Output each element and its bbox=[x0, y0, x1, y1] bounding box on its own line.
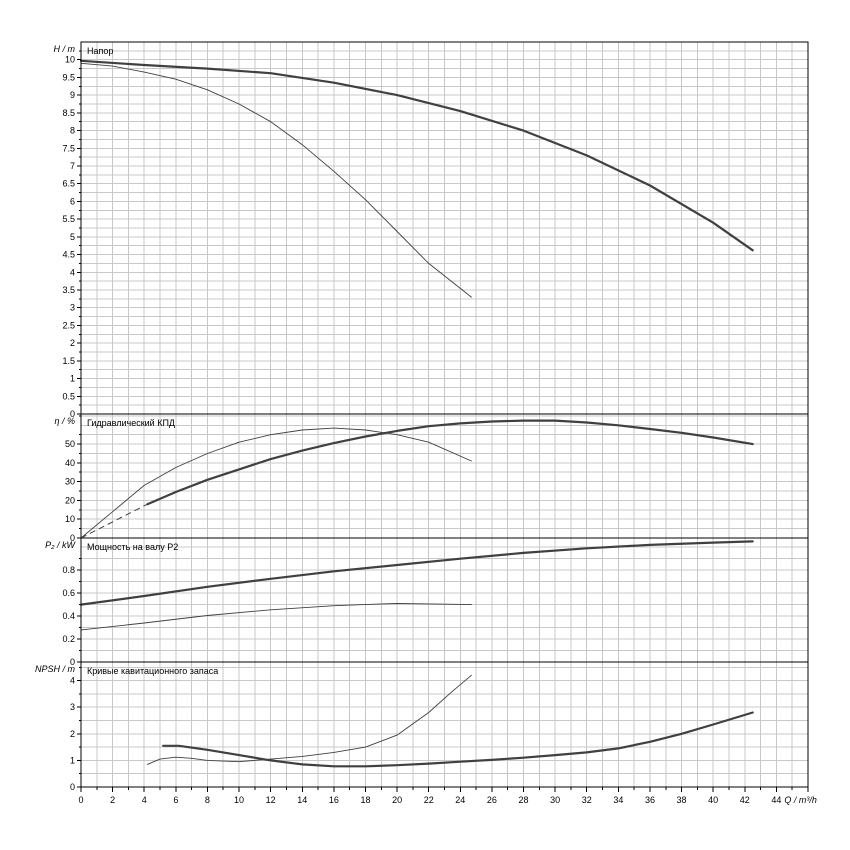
y-axis-label: η / % bbox=[54, 416, 75, 426]
y-tick-label: 20 bbox=[65, 495, 75, 505]
y-tick-label: 3 bbox=[70, 702, 75, 712]
x-tick-label: 32 bbox=[582, 795, 592, 805]
x-tick-label: 12 bbox=[266, 795, 276, 805]
y-tick-label: 0.2 bbox=[62, 634, 75, 644]
curve-thin-1 bbox=[80, 62, 472, 298]
x-tick-label: 42 bbox=[740, 795, 750, 805]
y-tick-label: 0.6 bbox=[62, 588, 75, 598]
y-tick-label: 10 bbox=[65, 514, 75, 524]
y-tick-label: 10 bbox=[65, 55, 75, 65]
curve-bold-3 bbox=[79, 540, 754, 606]
x-tick-label: 16 bbox=[329, 795, 339, 805]
x-axis-label: Q / m³/h bbox=[784, 795, 817, 805]
panel-title: Напор bbox=[87, 46, 113, 56]
y-tick-label: 5.5 bbox=[62, 214, 75, 224]
y-tick-label: 40 bbox=[65, 458, 75, 468]
curve-thin-3 bbox=[80, 602, 472, 631]
x-tick-label: 4 bbox=[142, 795, 147, 805]
y-tick-label: 1 bbox=[70, 755, 75, 765]
x-tick-label: 14 bbox=[297, 795, 307, 805]
x-tick-label: 6 bbox=[173, 795, 178, 805]
y-tick-label: 9 bbox=[70, 90, 75, 100]
curve-thin-4 bbox=[146, 674, 472, 765]
y-tick-label: 1.5 bbox=[62, 356, 75, 366]
y-axis-label: NPSH / m bbox=[35, 664, 76, 674]
y-tick-label: 2.5 bbox=[62, 320, 75, 330]
y-tick-label: 1 bbox=[70, 374, 75, 384]
y-tick-label: 50 bbox=[65, 439, 75, 449]
x-tick-label: 36 bbox=[645, 795, 655, 805]
panel-2 bbox=[77, 413, 808, 539]
x-tick-label: 26 bbox=[487, 795, 497, 805]
efficiency-dashed-extension bbox=[80, 503, 148, 539]
x-tick-label: 20 bbox=[392, 795, 402, 805]
y-axis-label: H / m bbox=[54, 44, 76, 54]
y-tick-label: 3 bbox=[70, 303, 75, 313]
x-tick-label: 38 bbox=[677, 795, 687, 805]
curve-bold-4 bbox=[162, 711, 754, 768]
panel-4 bbox=[77, 661, 808, 788]
y-tick-label: 0 bbox=[70, 782, 75, 792]
x-tick-label: 0 bbox=[78, 795, 83, 805]
curve-thin-2 bbox=[80, 427, 472, 539]
y-tick-label: 30 bbox=[65, 477, 75, 487]
panel-1 bbox=[77, 41, 808, 415]
panel-title: Мощность на валу P2 bbox=[87, 542, 178, 552]
y-tick-label: 7.5 bbox=[62, 143, 75, 153]
y-axis-label: P₂ / kW bbox=[45, 540, 76, 550]
y-tick-label: 4 bbox=[70, 267, 75, 277]
y-tick-label: 2 bbox=[70, 338, 75, 348]
y-tick-label: 3.5 bbox=[62, 285, 75, 295]
y-tick-label: 4 bbox=[70, 676, 75, 686]
y-tick-label: 0 bbox=[70, 657, 75, 667]
x-tick-label: 22 bbox=[424, 795, 434, 805]
x-tick-label: 18 bbox=[360, 795, 370, 805]
y-tick-label: 7 bbox=[70, 161, 75, 171]
y-tick-label: 6.5 bbox=[62, 179, 75, 189]
y-tick-label: 0.5 bbox=[62, 391, 75, 401]
panel-title: Кривые кавитационного запаса bbox=[87, 666, 218, 676]
x-tick-label: 34 bbox=[613, 795, 623, 805]
curve-bold-2 bbox=[146, 419, 754, 506]
y-tick-label: 4.5 bbox=[62, 250, 75, 260]
y-tick-label: 0 bbox=[70, 533, 75, 543]
y-tick-label: 0.8 bbox=[62, 565, 75, 575]
x-tick-label: 30 bbox=[550, 795, 560, 805]
x-tick-label: 10 bbox=[234, 795, 244, 805]
x-tick-label: 2 bbox=[110, 795, 115, 805]
y-tick-label: 8.5 bbox=[62, 108, 75, 118]
x-tick-label: 40 bbox=[708, 795, 718, 805]
x-tick-label: 8 bbox=[205, 795, 210, 805]
x-tick-label: 24 bbox=[455, 795, 465, 805]
panel-3 bbox=[77, 537, 808, 663]
y-tick-label: 2 bbox=[70, 729, 75, 739]
y-tick-label: 0 bbox=[70, 409, 75, 419]
y-tick-label: 0.4 bbox=[62, 611, 75, 621]
y-tick-label: 9.5 bbox=[62, 72, 75, 82]
y-tick-label: 8 bbox=[70, 126, 75, 136]
x-axis bbox=[80, 787, 809, 792]
curve-bold-1 bbox=[79, 59, 754, 252]
x-tick-label: 28 bbox=[519, 795, 529, 805]
x-tick-label-44: 44 bbox=[771, 795, 781, 805]
y-tick-label: 6 bbox=[70, 196, 75, 206]
panel-title: Гидравлический КПД bbox=[87, 418, 175, 428]
y-tick-label: 5 bbox=[70, 232, 75, 242]
